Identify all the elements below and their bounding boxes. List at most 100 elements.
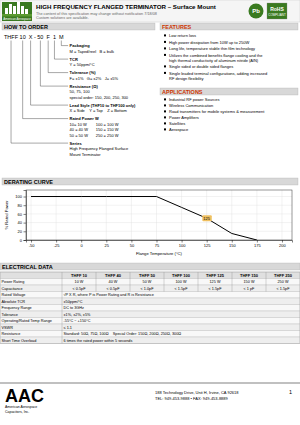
tick-label: -25 [54,243,61,248]
tick-label: 75 [155,243,160,248]
cell: < 1.0pF [141,287,155,291]
tick: 20 [18,229,26,234]
application: Power Amplifiers [169,115,199,120]
part-number: THFF 10 X - 50 F 1 M [4,34,64,40]
tick: 100 [179,240,186,248]
application: Wireless Communication [169,103,213,108]
bullet [164,128,166,130]
feature: Low return loss [169,33,196,38]
footer-tel: TEL: 949-453-9888 • FAX: 949-453-8889 [155,396,229,401]
tick: 0 [20,238,26,243]
grid-line [26,213,292,214]
row-label: Capacitance [2,287,23,291]
tick: 100 [15,194,26,199]
plot-frame [26,190,292,240]
column-divider [130,272,131,292]
cell: < 1.5pF [175,287,189,291]
row-label: Short Time Overload [2,339,37,343]
row-label: Operating/Rated Temp Range [2,319,52,323]
section-bar [0,263,300,270]
footer-logo: AAC [5,386,44,406]
tick-mark [24,205,27,206]
tick: 50 [130,240,135,248]
footer-company: American AerospaceCapacitors, Inc. [5,405,37,414]
cell: 6 times the rated power within 5 seconds [64,339,133,343]
application: Industrial RF power Sources [169,97,219,102]
bullet [164,110,166,112]
column-divider [62,272,63,344]
order-text: Mount Terminator [70,152,102,157]
footer-rule [0,383,300,384]
cell: 50 W [143,280,152,284]
grid-line [181,190,182,240]
row-label: Rated Voltage [2,293,26,297]
tick: 175 [254,240,261,248]
column-header: THFF 40 [105,273,122,278]
grid-line [106,190,107,240]
tick: 80 [18,203,26,208]
cell: -55°C ~ +150°C [64,319,91,323]
tick-mark [24,240,27,241]
chart-title: DERATING CURVE [4,179,53,185]
tick-label: -50 [29,243,36,248]
bullet [164,104,166,106]
logo-building [5,8,8,14]
annotation-box [202,215,211,221]
header-bar [0,0,300,22]
cell: 40 W [109,280,118,284]
order-text: special order: 150, 200, 250, 300 [70,95,129,100]
column-divider [198,272,199,292]
grid-line [26,205,292,206]
cell: 10 W [75,280,84,284]
feature: Single leaded terminal configurations, a… [169,71,267,81]
grid-line [26,222,292,223]
tick-label: 100 [179,243,186,248]
cell: ≤ 1.1 [64,326,72,330]
column-divider [232,272,233,292]
cell: 100 W [176,280,187,284]
logo-building [9,4,12,14]
row-label: Resistance [2,332,21,336]
tick-label: 60 [18,212,23,217]
order-text: Y = 50ppm/°C [70,62,95,67]
electrical-data: ELECTRICAL DATATHFF 10THFF 40THFF 50THFF… [0,263,300,344]
page: American AerospaceHIGH FREQUENCY FLANGED… [0,0,300,425]
logo-building [25,9,28,14]
logo-building [17,2,20,14]
tick: 200 [279,240,286,248]
grid-line [156,190,157,240]
grid-line [26,231,292,232]
x-axis-title: Flange Temperature (°C) [136,251,183,256]
footer: AACAmerican AerospaceCapacitors, Inc.188… [0,383,300,414]
order-heading: Resistance (Ω) [70,84,99,89]
grid-line [231,190,232,240]
bullet [164,41,166,43]
cell: 150 W [244,280,255,284]
application: Satellites [169,121,185,126]
application: Aerospace [169,127,189,132]
tick-mark [24,231,27,232]
derating-line [31,197,257,240]
tick: 60 [18,212,26,217]
order-text: M = Taped/reel B = bulk [70,49,114,54]
logo-building [13,6,16,14]
cell: ±1%, ±2%, ±5% [64,313,92,317]
pb-badge [249,4,264,19]
feature: Long life, temperature stable thin film … [169,46,255,51]
bullet [164,34,166,36]
cell: < 1.5pF [209,287,223,291]
table-row [0,279,300,286]
cell: < 0.5pF [73,287,87,291]
tick-label: 80 [18,203,23,208]
column-divider [266,272,267,292]
leader-line [31,41,69,106]
table-row [0,331,300,338]
row-label: Power Rating [2,280,25,284]
order-heading: Series [70,141,83,146]
row-label: Frequency Range [2,306,32,310]
grid-line [81,190,82,240]
bullet [164,47,166,49]
leader-line [40,41,68,87]
tick-mark [24,197,27,198]
column-header: THFF 100 [172,273,191,278]
